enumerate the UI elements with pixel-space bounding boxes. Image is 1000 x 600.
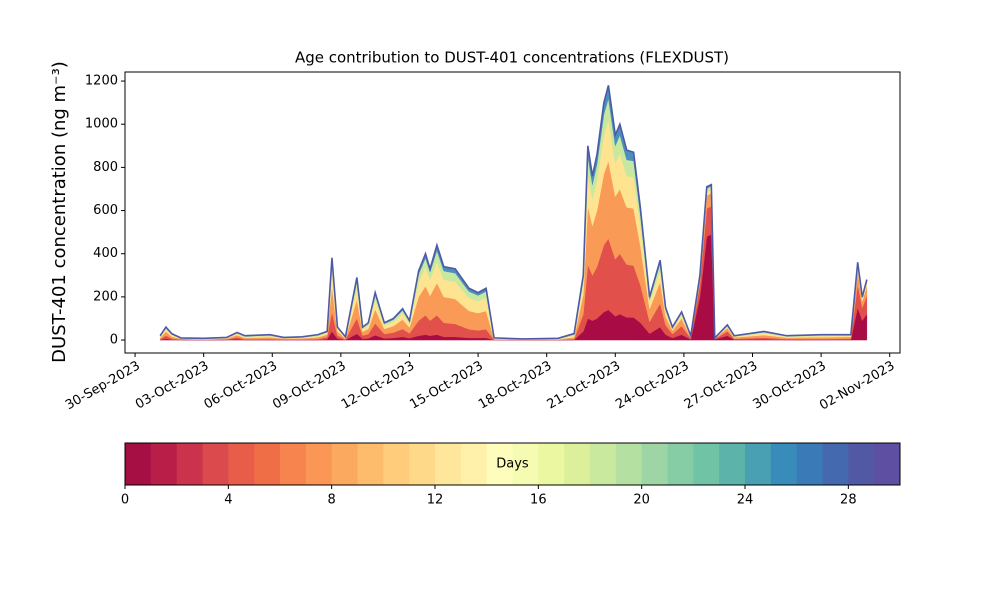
y-tick-label: 600 bbox=[93, 203, 118, 218]
x-tick-label: 02-Nov-2023 bbox=[817, 359, 897, 414]
x-tick-label: 15-Oct-2023 bbox=[407, 359, 485, 413]
colorbar-tick-label: 0 bbox=[121, 493, 129, 508]
y-tick-label: 400 bbox=[93, 246, 118, 261]
area-band bbox=[159, 85, 868, 340]
x-tick-label: 09-Oct-2023 bbox=[270, 359, 348, 413]
colorbar-swatch bbox=[874, 443, 901, 485]
colorbar-swatch bbox=[615, 443, 643, 485]
area-band bbox=[159, 205, 868, 341]
colorbar-swatch bbox=[254, 443, 281, 485]
colorbar-swatch bbox=[564, 443, 591, 485]
colorbar-swatch bbox=[202, 443, 229, 485]
y-tick-label: 1000 bbox=[85, 117, 118, 132]
x-tick-label: 18-Oct-2023 bbox=[476, 359, 554, 413]
colorbar-swatch bbox=[409, 443, 436, 485]
colorbar-swatch bbox=[590, 443, 617, 485]
colorbar-swatch bbox=[512, 443, 539, 485]
colorbar-swatch bbox=[125, 443, 152, 485]
colorbar-swatch bbox=[848, 443, 875, 485]
x-tick-label: 12-Oct-2023 bbox=[339, 359, 417, 413]
area-band bbox=[159, 233, 868, 341]
colorbar-swatch bbox=[796, 443, 823, 485]
y-tick-label: 200 bbox=[93, 289, 118, 304]
y-axis-label: DUST-401 concentration (ng m⁻³) bbox=[49, 61, 70, 363]
colorbar-tick-label: 16 bbox=[530, 493, 547, 508]
colorbar-swatch bbox=[228, 443, 255, 485]
colorbar-tick-label: 20 bbox=[633, 493, 650, 508]
colorbar-swatch bbox=[667, 443, 694, 485]
x-tick-label: 30-Sep-2023 bbox=[63, 359, 143, 414]
plot-frame bbox=[124, 71, 901, 354]
colorbar-swatch bbox=[486, 443, 513, 485]
colorbar-swatch bbox=[770, 443, 798, 485]
colorbar-tick-label: 4 bbox=[224, 493, 232, 508]
colorbar-swatch bbox=[641, 443, 668, 485]
colorbar-swatch bbox=[150, 443, 178, 485]
y-tick-label: 1200 bbox=[85, 74, 118, 89]
colorbar-swatch bbox=[383, 443, 410, 485]
colorbar-tick-label: 24 bbox=[737, 493, 754, 508]
y-tick-label: 800 bbox=[93, 160, 118, 175]
colorbar-swatch bbox=[280, 443, 307, 485]
x-tick-label: 30-Oct-2023 bbox=[750, 359, 828, 413]
colorbar-swatch bbox=[435, 443, 462, 485]
x-tick-label: 03-Oct-2023 bbox=[133, 359, 211, 413]
y-tick-label: 0 bbox=[110, 333, 118, 348]
x-tick-label: 24-Oct-2023 bbox=[613, 359, 691, 413]
colorbar-swatch bbox=[176, 443, 203, 485]
x-tick-label: 21-Oct-2023 bbox=[545, 359, 623, 413]
area-band bbox=[159, 98, 868, 340]
colorbar-tick-label: 28 bbox=[840, 493, 857, 508]
colorbar-swatch bbox=[305, 443, 333, 485]
chart-title: Age contribution to DUST-401 concentrati… bbox=[295, 49, 729, 67]
colorbar-swatch bbox=[460, 443, 488, 485]
colorbar-swatch bbox=[745, 443, 772, 485]
colorbar-swatch bbox=[331, 443, 358, 485]
x-tick-label: 27-Oct-2023 bbox=[682, 359, 760, 413]
colorbar-swatch bbox=[538, 443, 565, 485]
colorbar-swatch bbox=[822, 443, 849, 485]
colorbar-swatch bbox=[719, 443, 746, 485]
total-outline bbox=[159, 85, 868, 340]
colorbar-tick-label: 8 bbox=[328, 493, 336, 508]
colorbar-frame bbox=[124, 442, 901, 486]
x-tick-label: 06-Oct-2023 bbox=[202, 359, 280, 413]
area-band bbox=[159, 119, 868, 340]
area-band bbox=[159, 159, 868, 341]
colorbar-tick-label: 12 bbox=[427, 493, 444, 508]
colorbar-swatch bbox=[357, 443, 384, 485]
colorbar-label: Days bbox=[496, 457, 529, 472]
colorbar-swatch bbox=[693, 443, 720, 485]
